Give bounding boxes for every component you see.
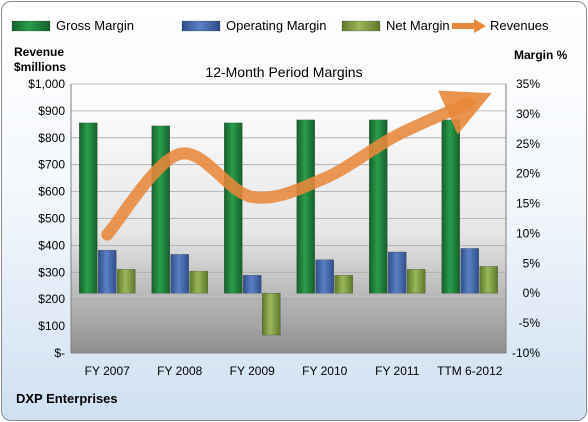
- bar-net-margin: [117, 269, 136, 294]
- bar-operating-margin: [388, 251, 407, 294]
- category-label: FY 2010: [302, 364, 347, 378]
- category-label: FY 2007: [85, 364, 130, 378]
- bar-net-margin: [479, 266, 498, 294]
- bar-operating-margin: [243, 275, 262, 294]
- right-tick-label: 5%: [523, 256, 541, 270]
- category-label: FY 2009: [230, 364, 275, 378]
- left-tick-label: $700: [38, 158, 65, 172]
- chart-title: 12-Month Period Margins: [205, 64, 362, 80]
- right-tick-label: 30%: [516, 107, 540, 121]
- revenue-line-path: [101, 90, 492, 241]
- bar-gross-margin: [441, 119, 460, 294]
- left-axis-title-line2: $millions: [14, 60, 66, 74]
- axes: $- $100 $200 $300 $400 $500 $600 $700 $800 $900 $1…: [28, 77, 540, 378]
- left-tick-label: $600: [38, 185, 65, 199]
- company-name: DXP Enterprises: [16, 391, 118, 406]
- right-tick-label: -5%: [519, 316, 541, 330]
- left-tick-label: $100: [38, 319, 65, 333]
- right-tick-label: 25%: [516, 137, 540, 151]
- right-tick-label: 15%: [516, 197, 540, 211]
- bar-gross-margin: [79, 122, 98, 294]
- bar-gross-margin: [296, 119, 315, 294]
- bar-net-margin: [407, 269, 426, 294]
- legend-swatch: [181, 20, 221, 32]
- left-axis-title-line1: Revenue: [14, 45, 64, 59]
- legend-label: Net Margin: [386, 18, 450, 33]
- left-tick-label: $800: [38, 131, 65, 145]
- left-tick-label: $900: [38, 104, 65, 118]
- bar-net-margin: [189, 270, 208, 294]
- left-tick-label: $-: [54, 346, 65, 360]
- legend-arrow: [474, 19, 486, 33]
- bar-gross-margin: [151, 125, 170, 294]
- right-tick-label: -10%: [512, 346, 540, 360]
- bar-gross-margin: [369, 119, 388, 294]
- category-label: FY 2011: [375, 364, 420, 378]
- grid-lines: [71, 83, 506, 354]
- right-tick-label: 20%: [516, 167, 540, 181]
- legend-swatch: [11, 20, 51, 32]
- bar-operating-margin: [98, 249, 117, 294]
- legend: Gross Margin Operating Margin Net Margin Re…: [11, 18, 549, 33]
- bar-operating-margin: [460, 248, 479, 294]
- bar-operating-margin: [315, 259, 334, 294]
- legend-label: Operating Margin: [226, 18, 326, 33]
- legend-label: Revenues: [490, 18, 549, 33]
- revenue-line: [101, 90, 492, 241]
- category-label: FY 2008: [157, 364, 202, 378]
- left-tick-label: $400: [38, 238, 65, 252]
- left-tick-label: $500: [38, 212, 65, 226]
- left-tick-label: $300: [38, 265, 65, 279]
- legend-swatch: [341, 20, 381, 32]
- right-tick-label: 0%: [523, 286, 541, 300]
- right-tick-label: 10%: [516, 226, 540, 240]
- left-tick-label: $1,000: [28, 77, 65, 91]
- category-label: TTM 6-2012: [437, 364, 503, 378]
- bar-net-margin: [334, 275, 353, 294]
- right-axis-title: Margin %: [514, 48, 568, 62]
- bar-operating-margin: [170, 254, 189, 294]
- left-tick-label: $200: [38, 292, 65, 306]
- right-tick-label: 35%: [516, 77, 540, 91]
- labels: 12-Month Period Margins Revenue $million…: [14, 45, 568, 406]
- bar-gross-margin: [224, 122, 243, 294]
- bar-net-margin: [262, 292, 281, 336]
- legend-label: Gross Margin: [56, 18, 134, 33]
